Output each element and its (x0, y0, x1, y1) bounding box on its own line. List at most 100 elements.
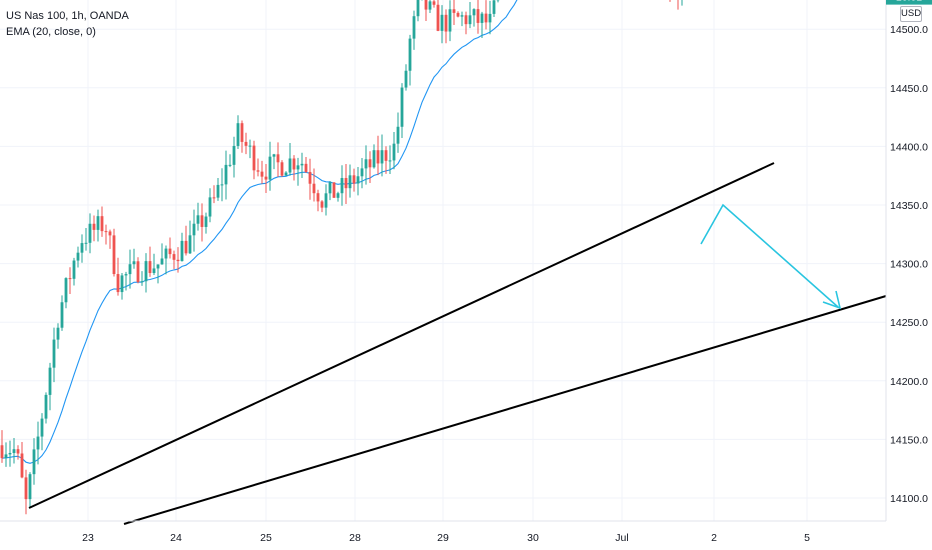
candle-body (356, 176, 360, 184)
time-tick-label: 29 (437, 532, 449, 544)
price-tick-label: 14400.0 (890, 141, 928, 153)
price-tick-label: 14350.0 (890, 200, 928, 212)
candle-body (4, 454, 8, 459)
candle-body (248, 145, 252, 147)
candle-body (252, 145, 256, 171)
candle-body (180, 240, 184, 262)
candle-body (48, 367, 52, 395)
lower-trendline (123, 295, 887, 525)
candle-body (164, 248, 168, 259)
candle-body (384, 150, 388, 161)
candle-body (84, 242, 88, 244)
candle-body (296, 165, 300, 170)
candle-body (380, 150, 384, 164)
candle-body (240, 123, 244, 142)
price-labels: 14613.814538.910:01 (886, 0, 932, 5)
candle-body (472, 9, 476, 16)
candle-body (404, 70, 408, 88)
candle-body (316, 193, 320, 202)
candle-body (424, 0, 428, 10)
candle-body (264, 176, 268, 180)
candle-body (144, 261, 148, 282)
candle-body (360, 168, 364, 177)
upper-trendline (28, 162, 775, 509)
candle-body (60, 302, 64, 328)
candle-body (312, 183, 316, 194)
time-tick-label: 24 (170, 532, 182, 544)
symbol-title[interactable]: US Nas 100, 1h, OANDA (6, 10, 129, 22)
candle-body (280, 162, 284, 176)
candle-body (76, 252, 80, 261)
price-tick-label: 14200.0 (890, 376, 928, 388)
candle-body (468, 15, 472, 25)
candle-body (168, 248, 172, 255)
candle-body (152, 268, 156, 274)
candle-body (52, 339, 56, 368)
bar-countdown-label: 10:01 (896, 0, 922, 4)
candle-body (376, 150, 380, 164)
candle-body (104, 231, 108, 233)
candle-body (200, 215, 204, 227)
time-tick-label: 28 (349, 532, 361, 544)
price-axis: 14100.0 14150.0 14200.0 14250.0 14300.0 14350… (890, 24, 928, 505)
candle-body (372, 150, 376, 168)
candle-body (304, 163, 308, 172)
candle-body (332, 182, 336, 198)
candle-body (216, 184, 220, 198)
candle-body (300, 163, 304, 166)
candle-body (96, 216, 100, 230)
candle-body (444, 14, 448, 32)
candle-body (136, 261, 140, 283)
candle-body (260, 171, 264, 177)
candle-body (172, 254, 176, 260)
candle-body (236, 123, 240, 146)
candle-body (56, 327, 60, 340)
time-tick-label: 2 (711, 532, 717, 544)
candle-body (100, 216, 104, 232)
price-tick-label: 14500.0 (890, 24, 928, 36)
candle-body (40, 418, 44, 437)
candle-body (204, 216, 208, 227)
candle-body (228, 164, 232, 166)
candle-body (36, 436, 40, 450)
candle-body (432, 1, 436, 5)
candle-body (492, 0, 496, 14)
time-tick-label: 5 (804, 532, 810, 544)
candle-body (156, 264, 160, 269)
candle-body (484, 13, 488, 23)
candle-body (128, 264, 132, 275)
candle-body (120, 275, 124, 293)
candle-body (32, 449, 36, 475)
last-price-badge (886, 0, 932, 5)
ema-indicator-label[interactable]: EMA (20, close, 0) (6, 26, 96, 38)
candle-body (256, 170, 260, 172)
price-tick-label: 14100.0 (890, 493, 928, 505)
candles-layer (0, 0, 683, 515)
candle-body (116, 274, 120, 293)
candle-body (292, 158, 296, 170)
candle-body (12, 449, 16, 454)
candle-body (80, 243, 84, 253)
currency-unit-badge[interactable]: USD (900, 6, 922, 22)
candle-body (108, 231, 112, 236)
candle-body (352, 175, 356, 184)
candle-body (124, 274, 128, 276)
candle-body (476, 9, 480, 23)
projection-path (700, 203, 839, 308)
candle-body (220, 184, 224, 186)
candle-body (460, 15, 464, 17)
candle-body (428, 1, 432, 10)
candle-body (400, 87, 404, 127)
candle-body (412, 16, 416, 39)
candle-body (72, 260, 76, 279)
candle-body (196, 215, 200, 224)
candle-body (176, 259, 180, 262)
candle-body (0, 445, 4, 459)
candle-body (132, 261, 136, 265)
price-tick-label: 14250.0 (890, 317, 928, 329)
candle-body (388, 160, 392, 162)
candle-body (24, 477, 28, 500)
candle-body (464, 15, 468, 25)
price-tick-label: 14150.0 (890, 434, 928, 446)
